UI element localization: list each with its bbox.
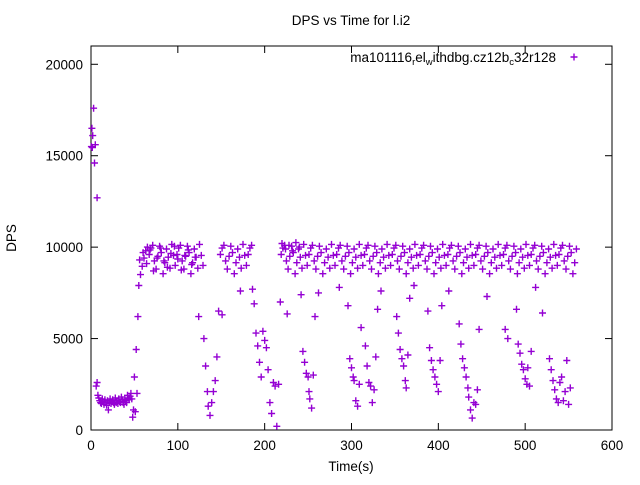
- plot-border: [90, 45, 613, 431]
- legend: ma101116relwithdbg.cz12bc32r128: [350, 50, 578, 68]
- x-tick-label: 200: [253, 438, 276, 453]
- y-axis-label: DPS: [4, 224, 19, 252]
- y-axis-ticks: 0 5000 10000 15000 20000: [45, 57, 612, 438]
- x-axis-label: Time(s): [328, 459, 373, 474]
- data-points: [87, 104, 580, 430]
- x-tick-label: 400: [427, 438, 450, 453]
- y-tick-label: 20000: [45, 57, 83, 72]
- legend-marker-icon: [570, 53, 578, 61]
- x-axis-ticks: 0 100 200 300 400 500 600: [87, 46, 623, 453]
- y-tick-label: 0: [75, 423, 83, 438]
- chart-title: DPS vs Time for l.i2: [292, 13, 411, 28]
- x-tick-label: 0: [87, 438, 95, 453]
- x-tick-label: 100: [167, 438, 190, 453]
- x-tick-label: 600: [601, 438, 624, 453]
- plot-area: 0 100 200 300 400 500 600 0 5000 10000 15000 20000: [45, 45, 623, 453]
- legend-label: ma101116relwithdbg.cz12bc32r128: [350, 50, 556, 68]
- y-tick-label: 10000: [45, 240, 83, 255]
- y-tick-label: 5000: [53, 332, 83, 347]
- y-tick-label: 15000: [45, 149, 83, 164]
- x-tick-label: 500: [514, 438, 537, 453]
- x-tick-label: 300: [340, 438, 363, 453]
